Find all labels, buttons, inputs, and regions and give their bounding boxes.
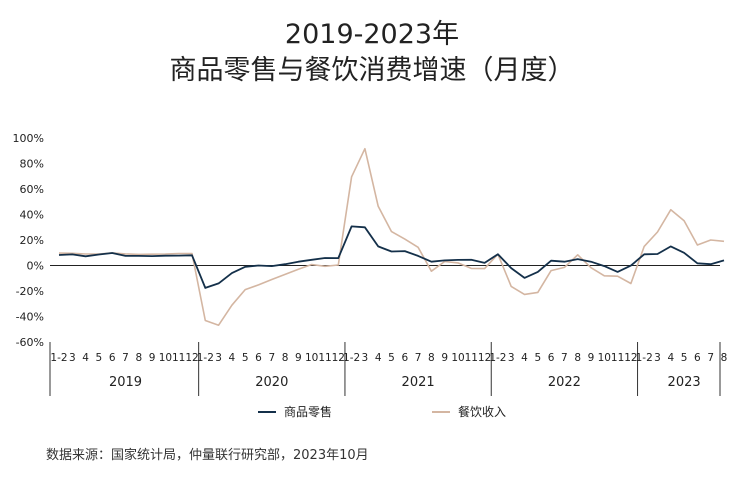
month-tick-label: 4 xyxy=(375,352,382,364)
chart-title-line2: 商品零售与餐饮消费增速（月度） xyxy=(169,55,575,86)
year-label: 2019 xyxy=(109,375,142,390)
month-tick-label: 9 xyxy=(295,352,302,364)
month-tick-label: 12 xyxy=(332,352,345,364)
month-tick-label: 1-2 xyxy=(636,352,653,364)
year-label: 2021 xyxy=(402,375,435,390)
month-tick-label: 1-2 xyxy=(489,352,506,364)
month-tick-label: 7 xyxy=(122,352,129,364)
y-tick-label: 20% xyxy=(20,234,44,247)
month-tick-label: 11 xyxy=(465,352,478,364)
month-tick-label: 12 xyxy=(185,352,198,364)
year-label: 2022 xyxy=(548,375,581,390)
month-tick-label: 7 xyxy=(268,352,275,364)
legend-label: 商品零售 xyxy=(284,404,332,419)
month-tick-label: 1-2 xyxy=(343,352,360,364)
month-tick-label: 6 xyxy=(694,352,701,364)
month-tick-label: 8 xyxy=(574,352,581,364)
legend-label: 餐饮收入 xyxy=(458,404,506,419)
month-tick-label: 1-2 xyxy=(50,352,67,364)
y-tick-label: 0% xyxy=(27,260,44,273)
month-tick-label: 4 xyxy=(82,352,89,364)
month-tick-label: 5 xyxy=(388,352,395,364)
month-tick-label: 8 xyxy=(135,352,142,364)
month-tick-label: 4 xyxy=(229,352,236,364)
month-tick-label: 3 xyxy=(362,352,369,364)
chart-title-line1: 2019-2023年 xyxy=(284,19,460,50)
month-tick-label: 8 xyxy=(428,352,435,364)
month-tick-label: 4 xyxy=(521,352,528,364)
month-tick-label: 6 xyxy=(401,352,408,364)
catering-series-line xyxy=(58,147,725,326)
month-tick-label: 10 xyxy=(159,352,172,364)
y-tick-label: -40% xyxy=(16,311,44,324)
y-tick-label: -20% xyxy=(16,285,44,298)
month-tick-label: 9 xyxy=(441,352,448,364)
month-tick-label: 12 xyxy=(624,352,637,364)
y-tick-label: 80% xyxy=(20,158,44,171)
month-tick-label: 11 xyxy=(611,352,624,364)
y-tick-label: 100% xyxy=(13,132,44,145)
month-tick-label: 9 xyxy=(588,352,595,364)
month-tick-label: 7 xyxy=(415,352,422,364)
month-tick-label: 6 xyxy=(109,352,116,364)
month-tick-label: 10 xyxy=(598,352,611,364)
month-tick-label: 3 xyxy=(69,352,76,364)
month-tick-label: 1-2 xyxy=(197,352,214,364)
month-tick-label: 5 xyxy=(242,352,249,364)
source-note: 数据来源：国家统计局，仲量联行研究部，2023年10月 xyxy=(46,448,369,463)
year-label: 2020 xyxy=(255,375,288,390)
month-tick-label: 8 xyxy=(282,352,289,364)
month-tick-label: 5 xyxy=(681,352,688,364)
month-tick-label: 8 xyxy=(721,352,728,364)
month-tick-label: 12 xyxy=(478,352,491,364)
month-tick-label: 4 xyxy=(667,352,674,364)
month-tick-label: 7 xyxy=(707,352,714,364)
month-tick-label: 10 xyxy=(305,352,318,364)
year-label: 2023 xyxy=(668,375,701,390)
month-tick-label: 11 xyxy=(172,352,185,364)
month-tick-label: 5 xyxy=(534,352,541,364)
month-tick-label: 11 xyxy=(318,352,331,364)
month-tick-label: 3 xyxy=(654,352,661,364)
month-tick-label: 9 xyxy=(149,352,156,364)
month-tick-label: 7 xyxy=(561,352,568,364)
month-tick-label: 6 xyxy=(548,352,555,364)
month-tick-label: 6 xyxy=(255,352,262,364)
y-tick-label: 60% xyxy=(20,183,44,196)
month-tick-label: 3 xyxy=(215,352,222,364)
retail-series-line xyxy=(58,225,725,289)
y-tick-label: -60% xyxy=(16,336,44,349)
month-tick-label: 5 xyxy=(96,352,103,364)
month-tick-label: 3 xyxy=(508,352,515,364)
month-tick-label: 10 xyxy=(451,352,464,364)
y-tick-label: 40% xyxy=(20,209,44,222)
